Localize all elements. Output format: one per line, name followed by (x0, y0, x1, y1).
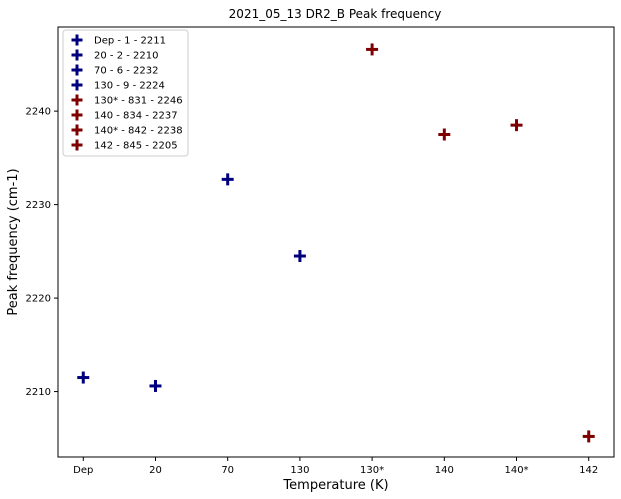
legend-marker (71, 79, 83, 91)
data-point (510, 119, 523, 132)
legend-label: 20 - 2 - 2210 (94, 51, 158, 62)
legend-label: 142 - 845 - 2205 (94, 141, 178, 152)
legend-marker (71, 64, 83, 76)
x-tick-label: 140 (435, 465, 454, 476)
axis-ticks: Dep 20 70 130 130* 140 140* 142 2210 2220 2230 2240 (26, 107, 599, 476)
data-point (221, 173, 234, 186)
legend-marker (71, 94, 83, 106)
legend-label: 140 - 834 - 2237 (94, 111, 178, 122)
x-tick-label: Dep (73, 465, 93, 476)
x-tick-label: 130* (360, 465, 384, 476)
x-tick-label: 140* (504, 465, 528, 476)
x-tick-label: 20 (149, 465, 162, 476)
legend-label: 70 - 6 - 2232 (94, 66, 158, 77)
data-point (77, 371, 90, 384)
legend-label: Dep - 1 - 2211 (94, 36, 166, 47)
legend-label: 130* - 831 - 2246 (94, 96, 183, 107)
data-point (582, 430, 595, 443)
legend-label: 130 - 9 - 2224 (94, 81, 165, 92)
legend-marker (71, 139, 83, 151)
y-tick-label: 2220 (26, 294, 51, 305)
data-point (438, 128, 451, 141)
legend-marker (71, 49, 83, 61)
x-tick-label: 70 (221, 465, 234, 476)
data-point (293, 250, 306, 263)
chart-title: 2021_05_13 DR2_B Peak frequency (229, 7, 442, 21)
legend-marker (71, 109, 83, 121)
legend-marker (71, 34, 83, 46)
data-point (149, 379, 162, 392)
data-points (77, 43, 595, 443)
x-axis-title: Temperature (K) (282, 478, 388, 493)
y-tick-label: 2210 (26, 387, 51, 398)
data-point (366, 43, 379, 56)
y-axis-title: Peak frequency (cm-1) (6, 168, 21, 315)
y-tick-label: 2230 (26, 200, 51, 211)
plot-frame (57, 26, 615, 458)
legend-marker (71, 124, 83, 136)
legend: Dep - 1 - 2211 20 - 2 - 2210 70 - 6 - 2232… (62, 29, 189, 157)
x-tick-label: 130 (290, 465, 309, 476)
x-tick-label: 142 (579, 465, 598, 476)
legend-box (62, 29, 189, 157)
legend-label: 140* - 842 - 2238 (94, 126, 183, 137)
y-tick-label: 2240 (26, 107, 51, 118)
